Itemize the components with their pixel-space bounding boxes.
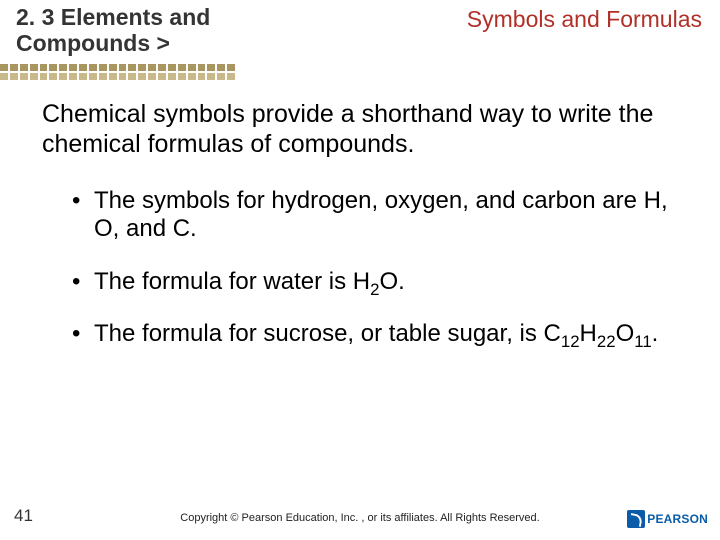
bullet-text: O. [379, 268, 404, 295]
logo-icon [627, 510, 645, 528]
bullet-text: The formula for sucrose, or table sugar,… [94, 320, 561, 347]
list-item: The formula for water is H2O. [72, 268, 680, 296]
slide-subtitle: Symbols and Formulas [467, 6, 702, 33]
bullet-text: The symbols for hydrogen, oxygen, and ca… [94, 187, 668, 242]
bullet-text: The formula for water is H [94, 268, 370, 295]
subscript: 12 [561, 332, 580, 351]
page-number: 41 [14, 506, 33, 526]
section-title-line2: Compounds > [16, 30, 170, 56]
list-item: The formula for sucrose, or table sugar,… [72, 320, 680, 348]
subscript: 22 [597, 332, 616, 351]
logo-text: PEARSON [647, 512, 708, 526]
slide-content: Chemical symbols provide a shorthand way… [42, 100, 680, 372]
list-item: The symbols for hydrogen, oxygen, and ca… [72, 187, 680, 244]
section-title-line1: 2. 3 Elements and [16, 4, 210, 30]
publisher-logo: PEARSON [627, 510, 708, 528]
bullet-text: O [616, 320, 635, 347]
lead-paragraph: Chemical symbols provide a shorthand way… [42, 100, 680, 159]
bullet-list: The symbols for hydrogen, oxygen, and ca… [42, 187, 680, 348]
copyright-text: Copyright © Pearson Education, Inc. , or… [180, 512, 539, 524]
bullet-text: . [652, 320, 659, 347]
bullet-text: H [580, 320, 597, 347]
section-title: 2. 3 Elements and Compounds > [16, 4, 276, 57]
header-tick-decoration [0, 64, 235, 82]
slide-header: 2. 3 Elements and Compounds > Symbols an… [0, 0, 720, 82]
subscript: 11 [634, 332, 651, 351]
slide-footer: 41 Copyright © Pearson Education, Inc. ,… [0, 506, 720, 528]
